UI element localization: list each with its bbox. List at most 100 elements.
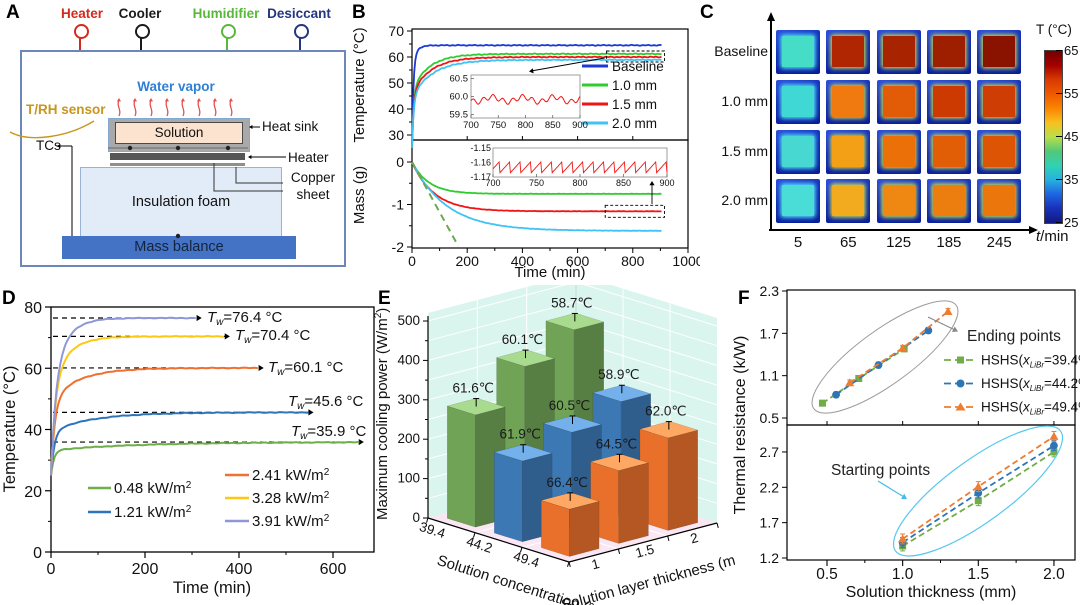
thermal-image-cell bbox=[977, 179, 1022, 224]
svg-text:0.5: 0.5 bbox=[816, 566, 838, 583]
svg-text:70: 70 bbox=[388, 23, 404, 39]
svg-text:60.5: 60.5 bbox=[450, 74, 469, 85]
c-y-axis bbox=[770, 20, 772, 230]
c-colorbar-tick-label: 25 bbox=[1064, 214, 1079, 230]
thermal-col-label: 125 bbox=[886, 234, 912, 251]
svg-text:100: 100 bbox=[397, 471, 420, 486]
c-colorbar bbox=[1044, 50, 1063, 224]
svg-text:Time (min): Time (min) bbox=[514, 264, 585, 281]
svg-text:2.41 kW/m2: 2.41 kW/m2 bbox=[252, 467, 330, 484]
svg-text:1.1: 1.1 bbox=[760, 368, 780, 384]
svg-text:200: 200 bbox=[397, 431, 420, 446]
svg-text:60.0: 60.0 bbox=[450, 92, 469, 103]
heater-stem bbox=[79, 37, 81, 50]
inner-heater-label: Heater bbox=[288, 150, 329, 165]
water-vapor-label: Water vapor bbox=[137, 79, 215, 94]
cooler-device-label: Cooler bbox=[118, 6, 162, 21]
c-x-axis-arrow-icon bbox=[1029, 225, 1038, 234]
thermal-row-label: 1.0 mm bbox=[721, 92, 768, 109]
svg-text:1.7: 1.7 bbox=[760, 325, 780, 341]
c-colorbar-tick-label: 65 bbox=[1064, 42, 1079, 58]
svg-text:0: 0 bbox=[33, 545, 42, 562]
svg-text:2.3: 2.3 bbox=[760, 285, 780, 299]
svg-text:-2: -2 bbox=[392, 239, 405, 255]
thermal-image-cell bbox=[926, 179, 971, 224]
svg-text:Tw=60.1 °C: Tw=60.1 °C bbox=[268, 359, 344, 378]
svg-text:-1.15: -1.15 bbox=[470, 143, 491, 153]
panel-d-chart: 0 20 40 60 80 0 200 400 600 Temperature (°C) Time … bbox=[1, 300, 375, 597]
svg-text:59.5: 59.5 bbox=[450, 109, 469, 120]
humidifier-device-icon bbox=[221, 24, 236, 39]
desiccant-device-label: Desiccant bbox=[267, 6, 331, 21]
svg-text:0.48 kW/m2: 0.48 kW/m2 bbox=[114, 480, 192, 497]
svg-text:200: 200 bbox=[132, 561, 159, 578]
thermal-row-label: 1.5 mm bbox=[721, 142, 768, 159]
svg-text:HSHS(xLiBr=49.4%): HSHS(xLiBr=49.4%) bbox=[981, 400, 1080, 417]
c-colorbar-tick bbox=[1056, 135, 1062, 137]
svg-text:Maximum cooling power (W/m2): Maximum cooling power (W/m2) bbox=[373, 308, 391, 520]
c-colorbar-tick bbox=[1056, 221, 1062, 223]
svg-text:2.0: 2.0 bbox=[1043, 566, 1065, 583]
thermal-core-square bbox=[983, 85, 1016, 117]
svg-text:30: 30 bbox=[388, 127, 404, 143]
svg-text:850: 850 bbox=[545, 120, 561, 131]
svg-text:850: 850 bbox=[616, 178, 631, 188]
thermal-row-label: Baseline bbox=[714, 43, 768, 59]
svg-text:80: 80 bbox=[24, 300, 42, 317]
svg-text:58.7℃: 58.7℃ bbox=[551, 295, 592, 310]
thermal-col-label: 65 bbox=[839, 234, 857, 251]
heater-device-icon bbox=[74, 24, 89, 39]
humidifier-stem bbox=[226, 37, 228, 50]
thermal-image-cell bbox=[826, 179, 871, 224]
svg-text:0: 0 bbox=[408, 253, 416, 269]
svg-text:600: 600 bbox=[566, 253, 590, 269]
svg-text:60: 60 bbox=[24, 361, 42, 378]
thermal-image-cell bbox=[876, 30, 921, 74]
panel-e-3d-bar-chart: 0 100 200 300 400 500 Maximum cooling power (W… bbox=[373, 285, 735, 605]
svg-text:700: 700 bbox=[463, 120, 479, 131]
thermal-image-cell bbox=[776, 179, 820, 224]
svg-text:62.0℃: 62.0℃ bbox=[645, 404, 686, 419]
thermal-core-square bbox=[983, 185, 1016, 217]
svg-text:58.9℃: 58.9℃ bbox=[598, 367, 639, 382]
panel-d-label: D bbox=[2, 288, 16, 309]
svg-text:61.9℃: 61.9℃ bbox=[499, 427, 540, 442]
svg-text:750: 750 bbox=[490, 120, 506, 131]
thermal-row-label: 2.0 mm bbox=[721, 192, 768, 209]
svg-text:2.7: 2.7 bbox=[760, 444, 780, 460]
svg-text:800: 800 bbox=[572, 178, 587, 188]
panel-a-label: A bbox=[6, 2, 20, 23]
cooler-device-icon bbox=[135, 24, 150, 39]
svg-text:400: 400 bbox=[397, 352, 420, 367]
svg-text:400: 400 bbox=[226, 561, 253, 578]
thermal-core-square bbox=[932, 36, 965, 67]
thermal-core-square bbox=[882, 85, 915, 117]
thermal-core-square bbox=[782, 185, 814, 217]
thermal-image-cell bbox=[926, 129, 971, 174]
thermal-core-square bbox=[983, 36, 1016, 67]
svg-text:Temperature (°C): Temperature (°C) bbox=[1, 366, 19, 493]
svg-text:Tw=45.6 °C: Tw=45.6 °C bbox=[288, 393, 364, 412]
svg-text:800: 800 bbox=[518, 120, 534, 131]
thermal-image-cell bbox=[977, 129, 1022, 174]
desiccant-stem bbox=[299, 37, 301, 50]
svg-text:60.1℃: 60.1℃ bbox=[502, 332, 543, 347]
svg-text:Tw=35.9 °C: Tw=35.9 °C bbox=[291, 423, 367, 442]
thermal-core-square bbox=[882, 36, 915, 67]
svg-text:0.5: 0.5 bbox=[760, 410, 780, 426]
c-colorbar-tick bbox=[1056, 49, 1062, 51]
humidifier-device-label: Humidifier bbox=[192, 6, 260, 21]
c-y-axis-arrow-icon bbox=[766, 12, 775, 21]
svg-text:200: 200 bbox=[456, 253, 480, 269]
thermal-core-square bbox=[832, 185, 865, 217]
svg-text:HSHS(xLiBr=44.2%): HSHS(xLiBr=44.2%) bbox=[981, 376, 1080, 393]
svg-text:66.4℃: 66.4℃ bbox=[546, 475, 587, 490]
thermal-image-cell bbox=[776, 129, 820, 174]
svg-text:750: 750 bbox=[529, 178, 544, 188]
chamber-box bbox=[20, 50, 346, 267]
panel-a-annotations bbox=[9, 98, 286, 239]
svg-text:1.5 mm: 1.5 mm bbox=[612, 97, 657, 112]
thermal-core-square bbox=[832, 36, 865, 67]
svg-text:Tw=70.4 °C: Tw=70.4 °C bbox=[235, 327, 311, 346]
